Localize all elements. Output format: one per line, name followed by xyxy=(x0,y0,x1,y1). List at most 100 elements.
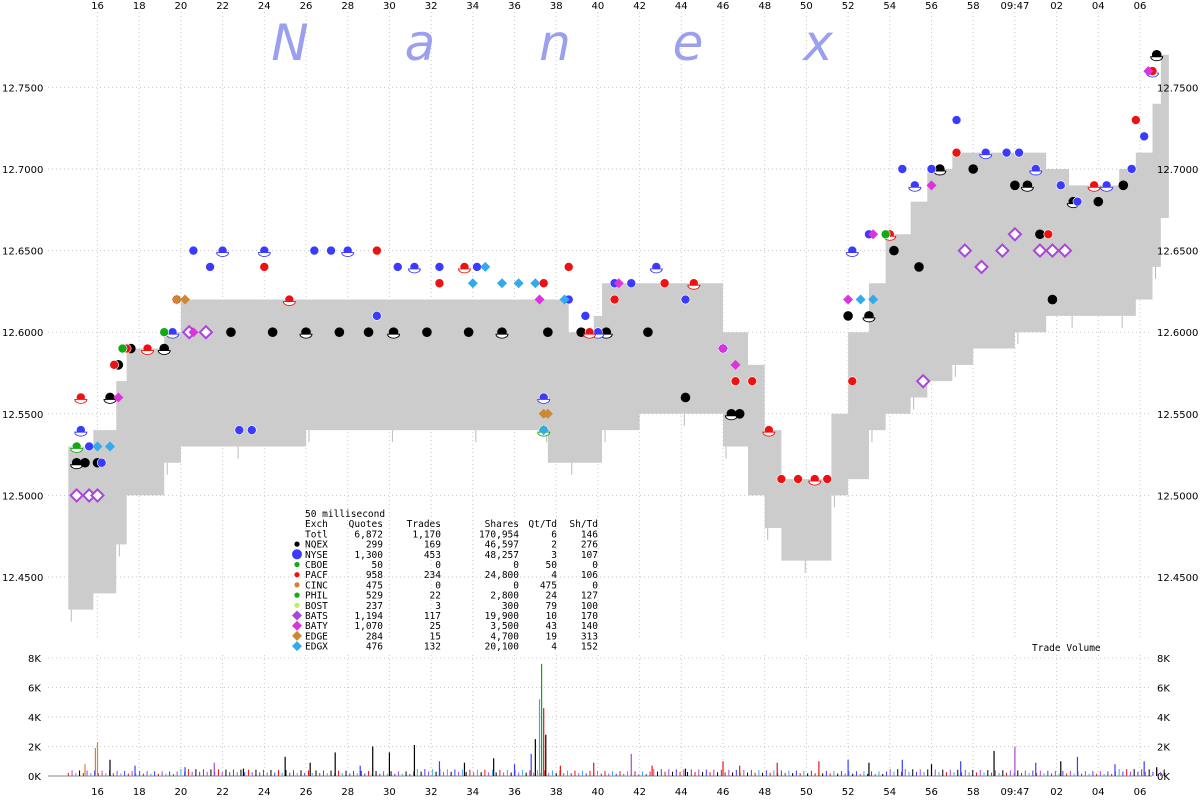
quote-half-pacf xyxy=(282,301,296,307)
marker-nqex xyxy=(1093,196,1104,207)
marker-nyse xyxy=(680,294,691,305)
stats-cell: CINC xyxy=(305,580,328,591)
stats-cell: 146 xyxy=(581,529,598,540)
nbbo-band xyxy=(68,54,1169,622)
stats-cell: 1,194 xyxy=(354,611,383,622)
marker-nyse xyxy=(372,311,382,321)
marker-pacf xyxy=(609,294,620,305)
price-tick-right: 12.6000 xyxy=(1157,328,1198,339)
marker-pacf xyxy=(730,376,741,386)
marker-nyse xyxy=(309,245,320,256)
stats-cell: 19,900 xyxy=(485,611,520,622)
volume-tick-right: 2K xyxy=(1157,743,1170,754)
marker-bats xyxy=(1057,243,1073,259)
marker-bats xyxy=(957,243,973,259)
stats-cell: 0 xyxy=(592,560,598,571)
marker-bats xyxy=(198,324,214,340)
marker-pacf xyxy=(951,147,962,158)
stats-cell: 106 xyxy=(581,570,598,581)
time-tick-top: 24 xyxy=(258,1,271,12)
marker-bats xyxy=(90,487,105,503)
stats-cell: 10 xyxy=(546,611,558,622)
quote-half-nyse xyxy=(537,399,551,404)
quote-half-nyse xyxy=(257,252,271,258)
price-tick-right: 12.7000 xyxy=(1157,165,1198,176)
marker-nqex xyxy=(80,457,90,468)
time-tick-top: 28 xyxy=(341,1,354,12)
stats-cell: 476 xyxy=(366,642,383,653)
time-tick-top: 26 xyxy=(300,1,313,12)
stats-title: 50 millisecond xyxy=(305,509,385,520)
stats-cell: 475 xyxy=(540,580,557,591)
marker-bats xyxy=(1032,243,1048,259)
stats-cell: CBOE xyxy=(305,560,328,571)
marker-edgx xyxy=(105,441,116,452)
time-tick-top: 44 xyxy=(675,1,688,12)
time-tick-bottom: 09:47 xyxy=(1000,787,1029,798)
time-tick-top: 56 xyxy=(925,1,938,12)
legend-swatch-cboe xyxy=(294,561,300,568)
legend-swatch-phil xyxy=(294,592,300,598)
marker-bats xyxy=(1007,226,1023,242)
marker-baty xyxy=(1143,66,1154,77)
stats-cell: 43 xyxy=(546,621,557,632)
marker-bats xyxy=(915,373,931,389)
time-tick-bottom: 26 xyxy=(300,787,313,798)
marker-bats xyxy=(1045,243,1060,259)
price-tick-right: 12.6500 xyxy=(1157,247,1198,258)
price-tick-right: 12.5000 xyxy=(1157,491,1198,502)
marker-nqex xyxy=(680,392,691,403)
quote-half-nqex xyxy=(1150,56,1164,62)
marker-nyse xyxy=(434,262,445,272)
marker-nyse xyxy=(96,457,107,468)
volume-tick-right: 4K xyxy=(1157,713,1170,724)
stats-cell: 234 xyxy=(424,570,441,581)
marker-pacf xyxy=(793,474,803,484)
stats-header: Sh/Td xyxy=(569,519,598,530)
stats-cell: 0 xyxy=(513,560,519,571)
volume-tick-right: 6K xyxy=(1157,684,1170,695)
quote-half-pacf xyxy=(583,333,597,339)
time-tick-top: 52 xyxy=(842,1,855,12)
stats-cell: 46,597 xyxy=(485,540,519,551)
time-tick-bottom: 18 xyxy=(133,787,146,798)
stats-cell: 313 xyxy=(581,631,598,642)
time-tick-bottom: 04 xyxy=(1092,787,1105,798)
stats-cell: 299 xyxy=(366,540,383,551)
stats-cell: NYSE xyxy=(305,550,328,561)
quote-half-pacf xyxy=(1087,186,1101,192)
watermark-letter-N: N xyxy=(271,14,308,72)
price-tick-left: 12.6000 xyxy=(2,328,43,339)
stats-header: Exch xyxy=(305,519,328,530)
legend-swatch-pacf xyxy=(294,572,300,578)
stats-cell: BATY xyxy=(305,621,328,632)
marker-baty xyxy=(730,359,741,370)
stats-cell: 4 xyxy=(551,570,557,581)
time-tick-top: 18 xyxy=(133,1,146,12)
time-tick-bottom: 36 xyxy=(508,787,521,798)
stats-cell: 22 xyxy=(430,591,441,602)
marker-nyse xyxy=(1072,196,1083,207)
quote-half-pacf xyxy=(808,480,822,486)
quote-markers xyxy=(69,49,1164,503)
marker-pacf xyxy=(747,376,757,386)
time-tick-top: 32 xyxy=(425,1,438,12)
watermark-letter-a: a xyxy=(405,14,436,72)
stats-cell: 284 xyxy=(366,631,383,642)
stats-cell: 100 xyxy=(581,601,598,612)
marker-edgx xyxy=(467,278,478,289)
stats-cell: 169 xyxy=(424,540,441,551)
time-tick-bottom: 48 xyxy=(758,787,771,798)
marker-nqex xyxy=(363,327,374,338)
quote-half-pacf xyxy=(458,268,471,274)
quote-half-pacf xyxy=(762,431,776,437)
marker-nyse xyxy=(897,164,908,174)
stats-cell: NQEX xyxy=(305,540,328,551)
price-axis-labels: 12.4500 12.4500 12.5000 12.5000 12.5500 12.55… xyxy=(2,83,1198,783)
stats-cell: PHIL xyxy=(305,591,328,602)
time-tick-bottom: 50 xyxy=(800,787,813,798)
quote-half-cboe xyxy=(70,447,84,453)
time-tick-top: 22 xyxy=(216,1,229,12)
time-tick-bottom: 16 xyxy=(91,787,104,798)
time-tick-bottom: 28 xyxy=(341,787,354,798)
